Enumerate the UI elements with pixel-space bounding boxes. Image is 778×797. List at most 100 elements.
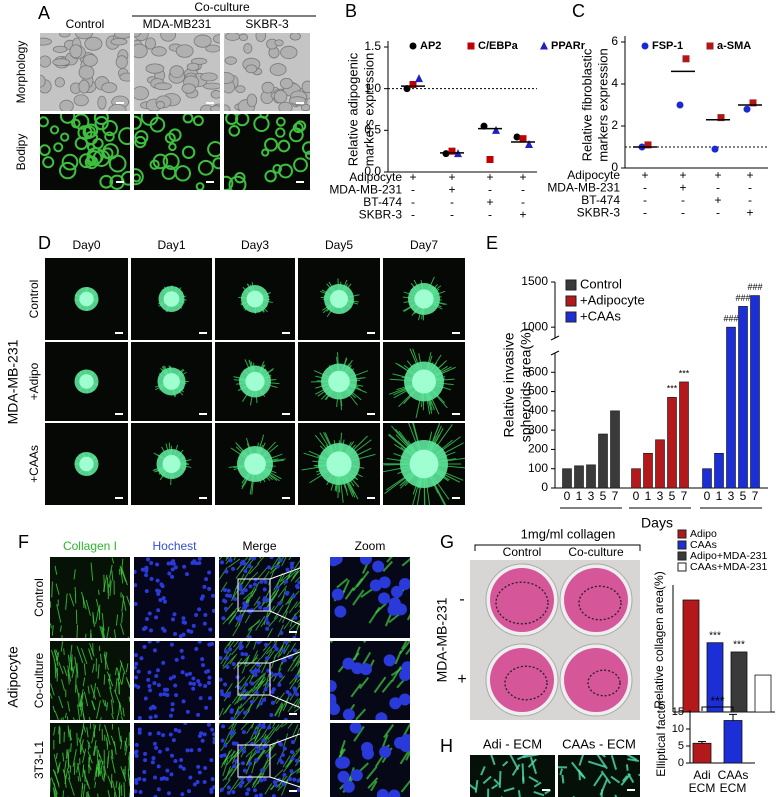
droplet [53, 142, 64, 153]
fiber [64, 712, 67, 719]
label: Day0 [72, 238, 100, 252]
fiber [108, 578, 111, 588]
fiber [79, 693, 84, 711]
nucleus [189, 629, 194, 634]
y-axis-label: spheroids area(%) [518, 328, 534, 442]
nucleus [267, 725, 272, 730]
fiber [54, 565, 58, 575]
fiber [98, 723, 101, 731]
nucleus [173, 759, 178, 764]
nucleus [210, 777, 215, 782]
fiber [261, 660, 268, 674]
nucleus [342, 708, 355, 720]
nucleus [181, 620, 186, 625]
nucleus [197, 734, 202, 739]
fiber [498, 771, 502, 788]
nucleus [184, 572, 189, 577]
fiber [399, 749, 410, 765]
fiber [279, 573, 286, 583]
nucleus [238, 614, 243, 619]
nucleus [202, 780, 207, 785]
fiber [290, 609, 300, 621]
droplet [228, 125, 241, 137]
nucleus [296, 788, 300, 793]
nucleus [388, 789, 401, 797]
image [215, 342, 295, 421]
image-content [157, 285, 187, 313]
nucleus [146, 557, 151, 562]
cell [78, 79, 90, 94]
fiber [93, 745, 97, 757]
nucleus [291, 594, 296, 599]
droplet [193, 115, 204, 127]
fiber [95, 761, 100, 774]
fiber [50, 692, 53, 699]
droplet [134, 173, 141, 183]
nucleus [203, 613, 208, 618]
droplet [108, 154, 127, 173]
side-label: Adipocyte [5, 646, 21, 708]
droplet [61, 153, 79, 171]
fiber [76, 662, 79, 678]
cell [245, 64, 258, 74]
fiber [638, 773, 640, 777]
image-content [219, 557, 300, 638]
image-content [134, 33, 220, 111]
fiber [405, 750, 410, 761]
nucleus [191, 681, 196, 686]
fiber [273, 641, 278, 646]
image [470, 755, 555, 797]
fiber [257, 772, 263, 785]
fiber [336, 577, 349, 589]
nucleus [134, 683, 138, 688]
fiber [96, 745, 99, 764]
fiber [266, 593, 278, 610]
x-tick-label: 3 [657, 489, 664, 503]
fiber [81, 784, 83, 797]
fiber [237, 573, 245, 587]
fiber [270, 588, 280, 603]
gel-outline [495, 581, 549, 625]
fiber [62, 769, 67, 779]
nucleus [359, 663, 372, 676]
fiber [123, 782, 126, 797]
cell [193, 34, 212, 48]
nucleus [242, 605, 247, 610]
nucleus [264, 642, 269, 647]
nucleus [244, 652, 249, 657]
nucleus [173, 683, 178, 688]
nucleus [168, 713, 173, 718]
nucleus [269, 671, 274, 676]
nucleus [295, 758, 300, 763]
fiber [103, 766, 106, 778]
nucleus [226, 588, 231, 593]
fiber [230, 607, 238, 617]
dish [490, 648, 554, 712]
column-header: CAAs - ECM [562, 736, 636, 751]
fiber [57, 762, 61, 772]
nucleus [351, 662, 364, 675]
condition-sign: - [748, 181, 752, 195]
fiber [120, 567, 128, 586]
droplet [224, 175, 234, 190]
nucleus [334, 605, 347, 618]
fiber [50, 778, 51, 793]
condition-sign: + [746, 206, 753, 220]
nucleus [202, 732, 207, 737]
fiber [61, 679, 65, 691]
nucleus [134, 742, 139, 747]
bar [574, 465, 584, 489]
bar [679, 381, 689, 489]
nucleus [266, 668, 271, 673]
nucleus [134, 653, 138, 658]
cell [203, 82, 220, 90]
nucleus [137, 776, 142, 781]
droplet [40, 116, 49, 128]
fiber [239, 695, 253, 709]
fiber [77, 763, 82, 782]
data-point [644, 141, 652, 149]
nucleus [188, 681, 193, 686]
fiber [273, 644, 284, 659]
fiber [251, 581, 260, 598]
fiber [92, 611, 95, 627]
